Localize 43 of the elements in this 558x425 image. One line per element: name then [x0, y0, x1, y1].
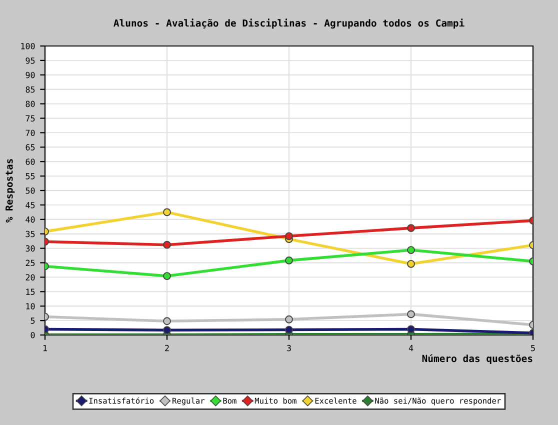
point	[407, 246, 415, 254]
x-tick-label: 1	[43, 345, 47, 352]
point	[285, 232, 293, 240]
y-axis-title: % Respostas	[6, 159, 15, 223]
y-tick-label: 30	[26, 245, 35, 252]
y-tick-label: 0	[30, 332, 35, 338]
y-tick-label: 55	[26, 173, 35, 180]
point	[163, 326, 171, 334]
point	[407, 310, 415, 318]
y-tick-label: 10	[26, 303, 35, 310]
y-tick-label: 15	[26, 288, 35, 295]
y-tick-label: 80	[26, 100, 35, 108]
x-tick-label: 2	[165, 344, 169, 352]
y-tick-label: 95	[26, 57, 35, 64]
x-tick-label: 5	[531, 345, 535, 352]
chart-title: Alunos - Avaliação de Disciplinas - Agrupando todos os Campi	[114, 18, 464, 29]
y-tick-label: 25	[26, 260, 35, 266]
point	[407, 224, 415, 232]
y-tick-label: 40	[26, 216, 35, 223]
point	[163, 240, 171, 249]
point	[407, 325, 415, 334]
y-tick-label: 75	[26, 115, 35, 122]
y-tick-label: 5	[30, 318, 35, 324]
y-tick-label: 85	[26, 86, 35, 93]
y-tick-label: 35	[26, 230, 35, 238]
y-tick-label: 45	[26, 202, 35, 208]
y-tick-label: 20	[26, 274, 35, 281]
point	[285, 326, 293, 334]
y-tick-label: 100	[21, 43, 35, 50]
point	[407, 260, 415, 268]
y-tick-label: 60	[26, 158, 35, 165]
point	[163, 272, 171, 280]
point	[285, 256, 293, 264]
point	[163, 208, 171, 216]
x-axis-title: Número das questões	[422, 354, 532, 364]
point	[163, 317, 171, 326]
y-tick-label: 65	[26, 144, 35, 150]
y-tick-label: 50	[26, 188, 35, 194]
x-tick-label: 3	[287, 344, 291, 352]
x-tick-label: 4	[408, 345, 414, 352]
point	[285, 315, 293, 324]
y-tick-label: 70	[26, 130, 35, 136]
y-tick-label: 90	[26, 72, 35, 78]
